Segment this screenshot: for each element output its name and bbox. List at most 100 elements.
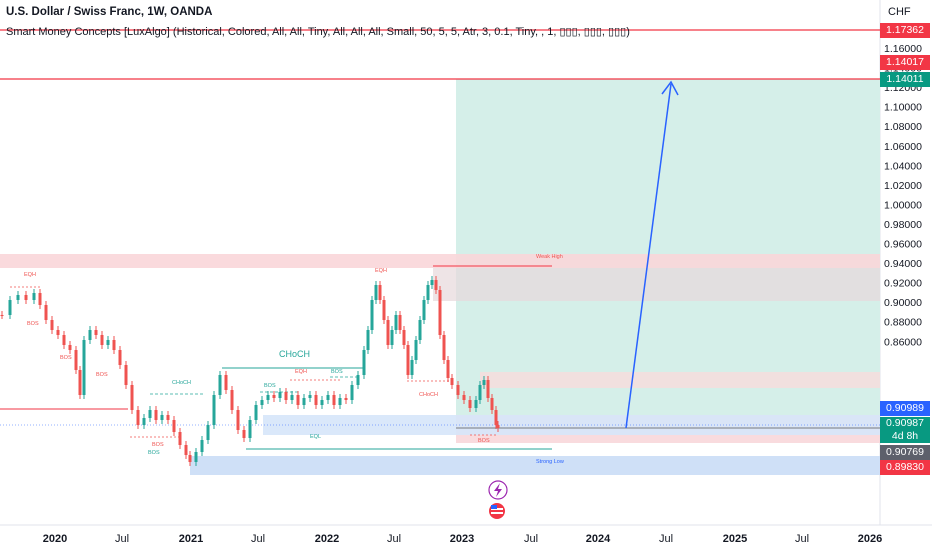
- candle-body: [490, 398, 494, 410]
- candle-body: [284, 392, 288, 400]
- candle-body: [236, 410, 240, 430]
- time-tick-label: Jul: [387, 533, 401, 545]
- candle-body: [308, 395, 312, 398]
- candle-body: [88, 330, 92, 340]
- candle-body: [418, 320, 422, 340]
- time-tick-label: 2022: [315, 533, 339, 545]
- candle-body: [218, 375, 222, 395]
- bos-label-6: BOS: [152, 442, 164, 448]
- candle-body: [82, 340, 86, 395]
- price-tick-label: 1.10000: [884, 102, 922, 114]
- eqh-label-2: EQH: [295, 369, 307, 375]
- price-tick-label: 1.08000: [884, 121, 922, 133]
- candle-body: [74, 350, 78, 370]
- candle-body: [462, 395, 466, 400]
- candle-body: [314, 395, 318, 405]
- candle-body: [386, 320, 390, 345]
- candle-body: [378, 285, 382, 300]
- candle-body: [212, 395, 216, 425]
- price-tick-label: 0.96000: [884, 239, 922, 251]
- strong-low-zone: [190, 456, 880, 475]
- candle-body: [442, 335, 446, 360]
- candle-body: [254, 405, 258, 420]
- candle-body: [62, 335, 66, 345]
- candle-body: [242, 430, 246, 438]
- bos-label-1: BOS: [27, 321, 39, 327]
- demand-zone-eql: [263, 415, 880, 435]
- candle-body: [382, 300, 386, 320]
- candle-body: [106, 340, 110, 345]
- candle-body: [68, 345, 72, 350]
- candle-body: [370, 300, 374, 330]
- candle-body: [206, 425, 210, 440]
- candle-body: [278, 392, 282, 398]
- time-tick-label: 2020: [43, 533, 67, 545]
- candle-body: [398, 315, 402, 330]
- price-badge-1: 1.17362: [880, 23, 930, 38]
- bos-label-3: BOS: [96, 372, 108, 378]
- time-tick-label: 2021: [179, 533, 203, 545]
- candle-body: [296, 395, 300, 405]
- bos-label-8: BOS: [478, 438, 490, 444]
- candle-body: [406, 345, 410, 375]
- candle-body: [260, 400, 264, 405]
- candle-body: [302, 398, 306, 405]
- candle-body: [172, 420, 176, 432]
- time-tick-label: Jul: [115, 533, 129, 545]
- candle-body: [200, 440, 204, 452]
- indicator-legend[interactable]: Smart Money Concepts [LuxAlgo] (Historic…: [6, 26, 630, 38]
- candle-body: [468, 400, 472, 408]
- price-tick-label: 0.92000: [884, 278, 922, 290]
- candle-body: [224, 375, 228, 390]
- candle-body: [124, 365, 128, 385]
- candle-body: [50, 320, 54, 330]
- candle-body: [160, 415, 164, 420]
- candle-body: [344, 398, 348, 400]
- candle-body: [248, 420, 252, 438]
- strong-low-label: Strong Low: [536, 459, 564, 465]
- candle-body: [338, 398, 342, 405]
- candle-body: [94, 330, 98, 335]
- bos-label-7: BOS: [148, 450, 160, 456]
- candlestick-series: [0, 276, 500, 466]
- candle-body: [422, 300, 426, 320]
- candle-body: [374, 285, 378, 300]
- candle-body: [486, 380, 490, 398]
- countdown-badge: 4d 8h: [880, 430, 930, 443]
- candle-body: [450, 378, 454, 385]
- candle-body: [430, 280, 434, 285]
- candle-body: [446, 360, 450, 378]
- candle-body: [272, 395, 276, 398]
- price-tick-label: 1.06000: [884, 141, 922, 153]
- price-tick-label: 0.94000: [884, 258, 922, 270]
- price-badge-7: 0.89830: [880, 460, 930, 475]
- price-tick-label: 0.88000: [884, 317, 922, 329]
- supply-zone-upper: [433, 268, 880, 301]
- candle-body: [326, 395, 330, 400]
- candle-body: [178, 432, 182, 445]
- time-tick-label: 2024: [586, 533, 611, 545]
- candle-body: [0, 315, 4, 316]
- price-tick-label: 1.04000: [884, 160, 922, 172]
- candle-body: [38, 293, 42, 305]
- price-tick-label: 1.02000: [884, 180, 922, 192]
- choch-label-main: CHoCH: [279, 349, 310, 359]
- price-tick-label: 0.98000: [884, 219, 922, 231]
- candle-body: [496, 425, 500, 428]
- candle-body: [320, 400, 324, 405]
- projection-arrow-line[interactable]: [625, 83, 672, 429]
- currency-label: CHF: [888, 6, 911, 18]
- time-tick-label: 2023: [450, 533, 474, 545]
- bos-label-2: BOS: [60, 355, 72, 361]
- candle-body: [230, 390, 234, 410]
- price-tick-label: 0.86000: [884, 336, 922, 348]
- time-tick-label: Jul: [659, 533, 673, 545]
- projection-arrow-head: [661, 80, 679, 96]
- candle-body: [136, 410, 140, 425]
- price-badge-5: 0.90987: [880, 417, 930, 430]
- candle-body: [356, 375, 360, 385]
- candle-body: [44, 305, 48, 320]
- time-tick-label: 2026: [858, 533, 882, 545]
